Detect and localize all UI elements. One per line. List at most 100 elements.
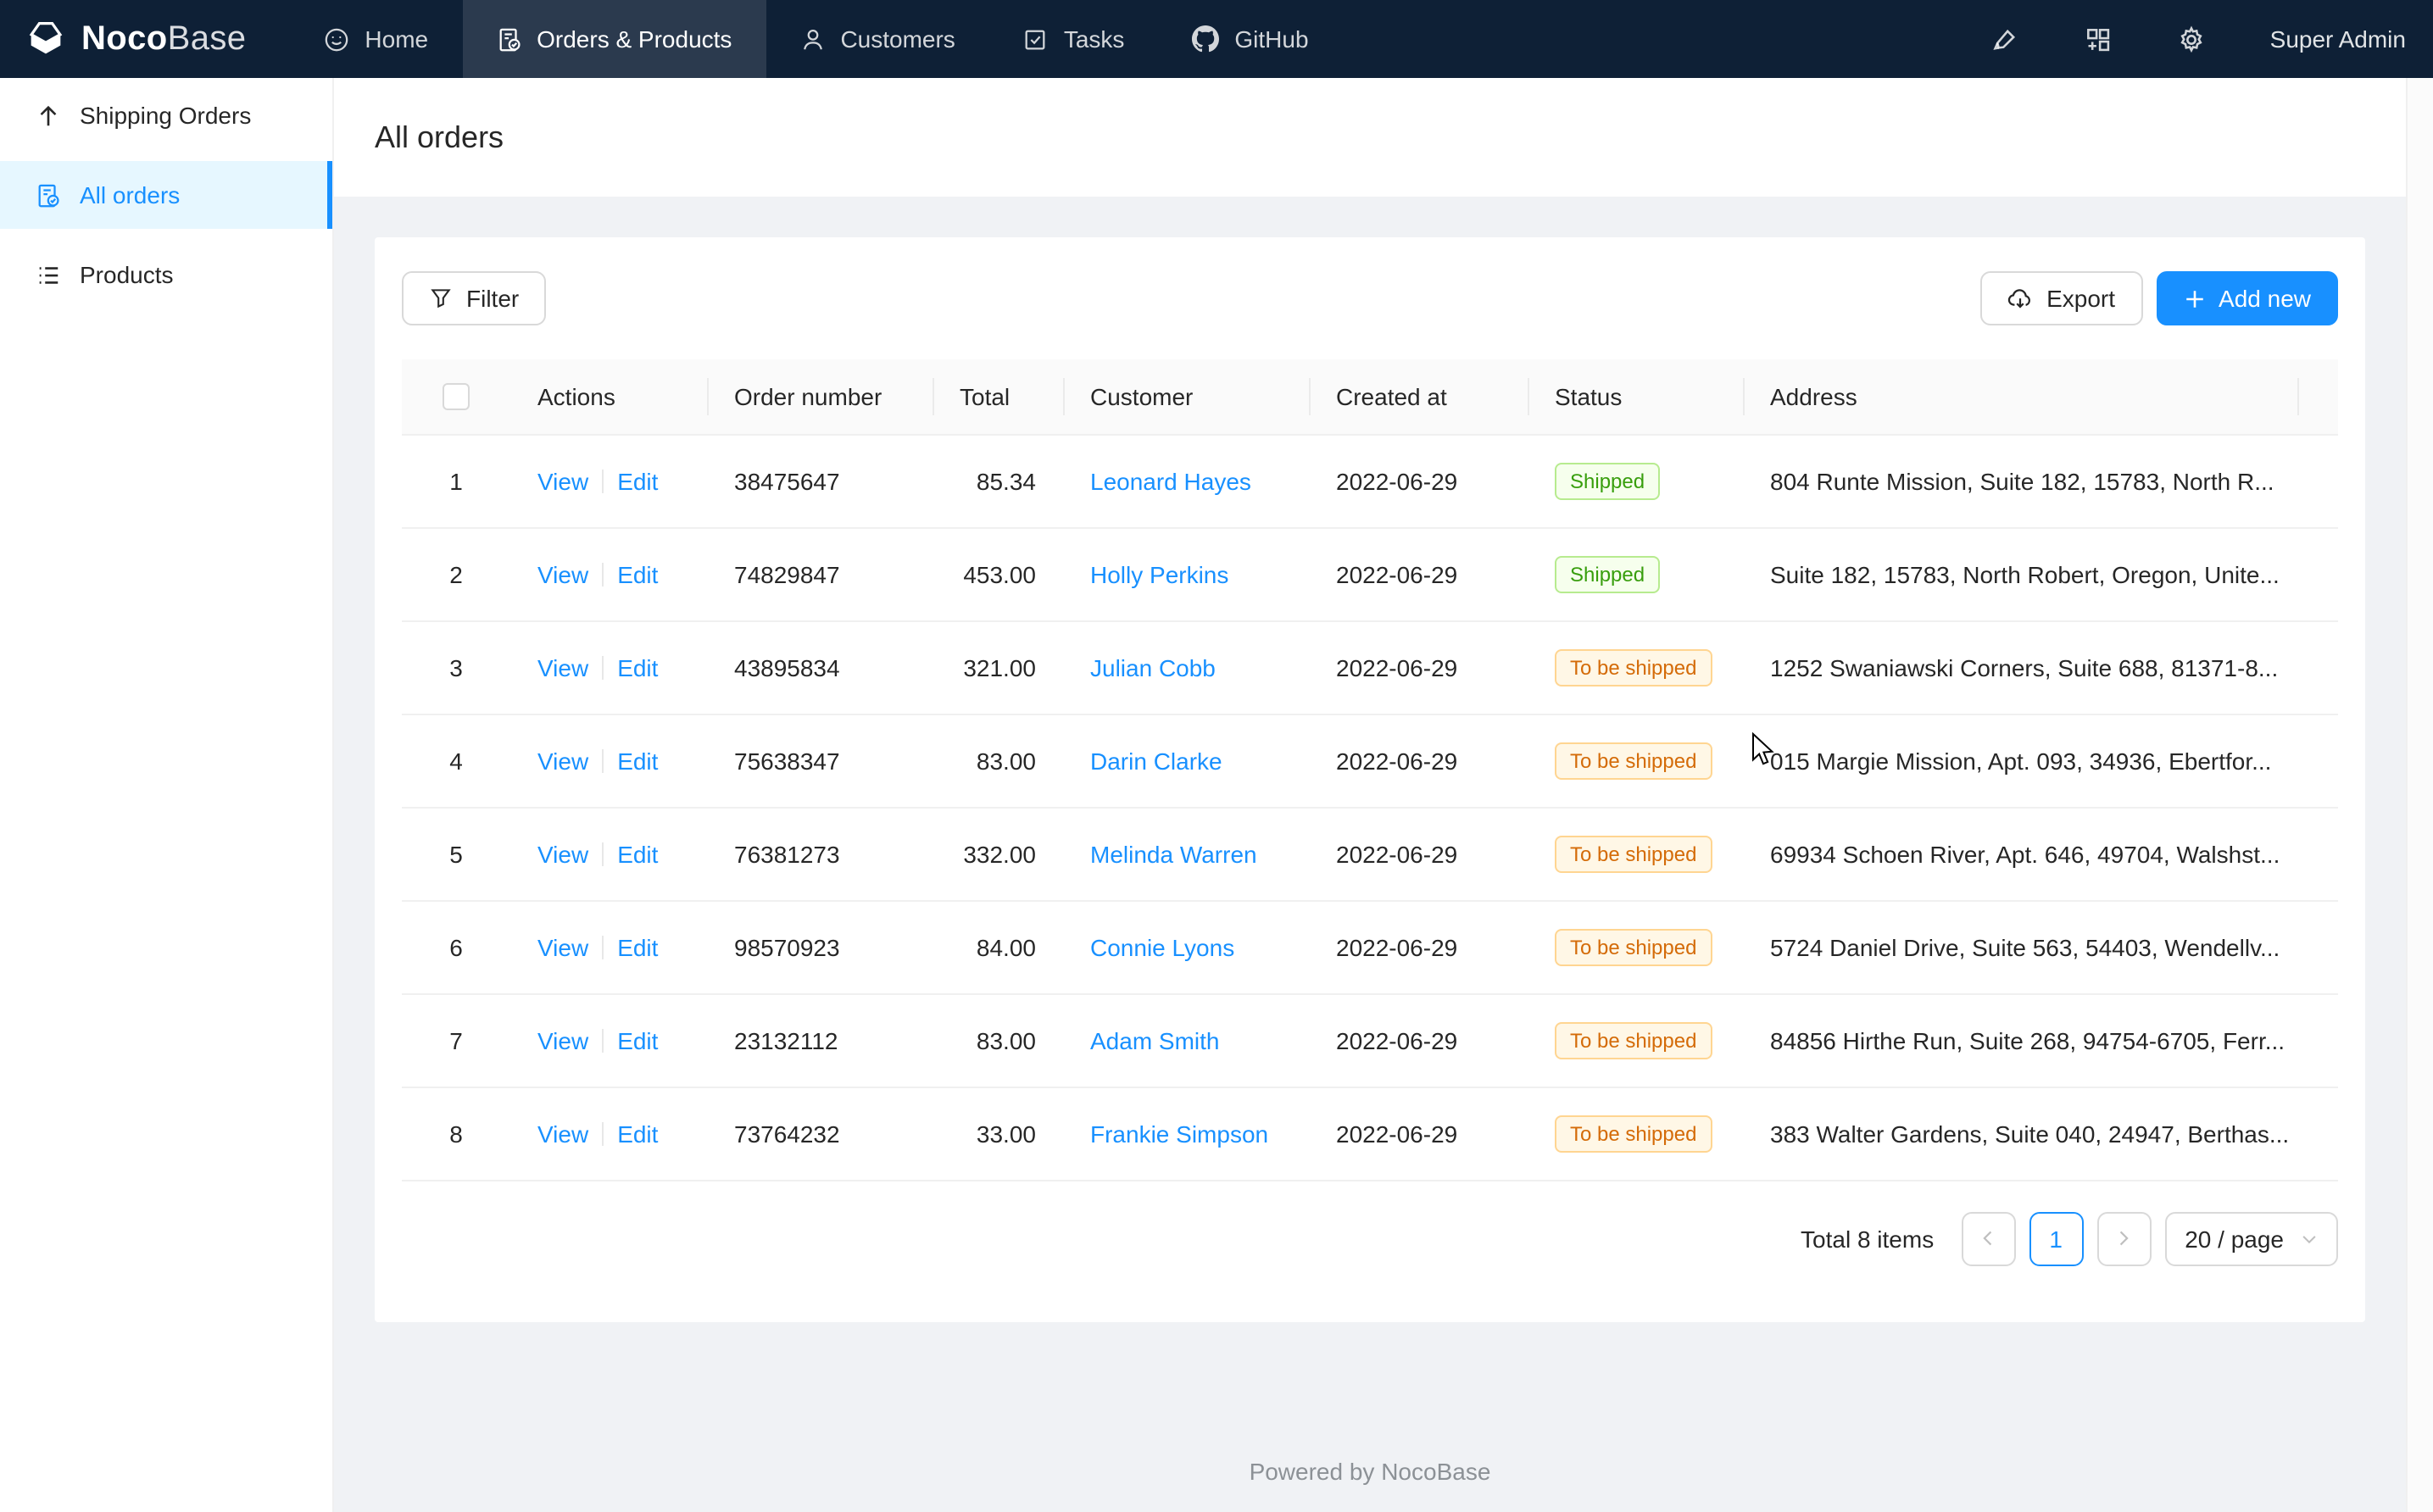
table-header-row: Actions Order number Total Customer Crea… [402,359,2338,435]
add-new-button[interactable]: Add new [2156,271,2338,325]
total-cell: 453.00 [933,527,1063,621]
customer-link[interactable]: Julian Cobb [1090,653,1216,681]
customer-link[interactable]: Leonard Hayes [1090,467,1251,494]
address-cell: 69934 Schoen River, Apt. 646, 49704, Wal… [1743,807,2297,901]
table-row: 6 View Edit 98570923 84.00 Connie Lyons … [402,900,2338,994]
column-header-total: Total [933,359,1063,435]
edit-link[interactable]: Edit [617,747,659,774]
created-at-cell: 2022-06-29 [1309,714,1528,808]
edit-link[interactable]: Edit [617,560,659,587]
plus-icon [2185,290,2202,307]
edit-link[interactable]: Edit [617,467,659,494]
main-menu: Home Orders & Products Customers Tasks [290,0,1342,78]
action-divider [602,1121,604,1145]
empty-cell [2297,1087,2338,1181]
action-divider [602,562,604,586]
table-row: 3 View Edit 43895834 321.00 Julian Cobb … [402,620,2338,714]
nav-item-customers[interactable]: Customers [766,0,988,78]
page-size-select[interactable]: 20 / page [2164,1211,2338,1265]
user-menu[interactable]: Super Admin [2269,25,2406,53]
view-link[interactable]: View [537,467,589,494]
filter-button[interactable]: Filter [402,271,547,325]
row-index: 1 [402,434,510,528]
edit-link[interactable]: Edit [617,653,659,681]
address-cell: 5724 Daniel Drive, Suite 563, 54403, Wen… [1743,900,2297,994]
address-cell: 383 Walter Gardens, Suite 040, 24947, Be… [1743,1087,2297,1181]
arrow-up-icon [40,104,57,125]
customer-link[interactable]: Holly Perkins [1090,560,1229,587]
person-icon [803,29,822,49]
order-number-cell: 73764232 [707,1087,933,1181]
status-cell: To be shipped [1528,714,1743,808]
row-index: 4 [402,714,510,808]
orders-table: Actions Order number Total Customer Crea… [402,359,2338,1181]
sidebar-item-all-orders[interactable]: All orders [0,161,332,229]
table-toolbar: Filter Export Add new [402,271,2338,325]
action-divider [602,655,604,679]
view-link[interactable]: View [537,653,589,681]
nocobase-logo[interactable]: NocoBase [0,0,290,78]
customer-link[interactable]: Frankie Simpson [1090,1120,1269,1147]
view-link[interactable]: View [537,840,589,867]
plugin-manager-button[interactable] [2084,25,2113,53]
customer-link[interactable]: Melinda Warren [1090,840,1257,867]
sidebar-item-label: All orders [80,181,181,208]
customer-link[interactable]: Darin Clarke [1090,747,1222,774]
edit-link[interactable]: Edit [617,1026,659,1053]
powered-by-footer: Powered by NocoBase [1249,1458,1491,1485]
view-link[interactable]: View [537,933,589,960]
total-cell: 33.00 [933,1087,1063,1181]
address-cell: 84856 Hirthe Run, Suite 268, 94754-6705,… [1743,993,2297,1087]
status-cell: To be shipped [1528,993,1743,1087]
pagination-prev-button[interactable] [1961,1211,2016,1265]
edit-link[interactable]: Edit [617,1120,659,1147]
column-header-address: Address [1743,359,2297,435]
gear-icon [2180,25,2202,53]
sidebar-item-shipping-orders[interactable]: Shipping Orders [0,81,332,149]
table-row: 4 View Edit 75638347 83.00 Darin Clarke … [402,714,2338,808]
created-at-cell: 2022-06-29 [1309,527,1528,621]
scrollbar-track[interactable] [2406,78,2433,1512]
customer-cell: Julian Cobb [1063,620,1309,714]
nav-item-github[interactable]: GitHub [1158,0,1342,78]
view-link[interactable]: View [537,1026,589,1053]
view-link[interactable]: View [537,560,589,587]
customer-link[interactable]: Connie Lyons [1090,933,1235,960]
highlighter-icon [1993,28,2015,49]
table-row: 2 View Edit 74829847 453.00 Holly Perkin… [402,527,2338,621]
orders-card: Filter Export Add new [375,237,2365,1322]
nav-item-orders-products[interactable]: Orders & Products [462,0,766,78]
row-index: 3 [402,620,510,714]
sidebar-item-label: Products [80,261,174,288]
view-link[interactable]: View [537,1120,589,1147]
page-header: All orders [334,78,2406,197]
nav-right-actions: Super Admin [1990,0,2433,78]
empty-cell [2297,714,2338,808]
edit-link[interactable]: Edit [617,933,659,960]
status-badge: To be shipped [1555,928,1712,965]
pagination-next-button[interactable] [2096,1211,2152,1265]
list-icon [39,266,58,283]
settings-button[interactable] [2177,25,2206,53]
customer-link[interactable]: Adam Smith [1090,1026,1220,1053]
sidebar-item-products[interactable]: Products [0,241,332,309]
ui-editor-button[interactable] [1990,25,2019,53]
nav-item-home[interactable]: Home [290,0,462,78]
status-badge: To be shipped [1555,1021,1712,1059]
created-at-cell: 2022-06-29 [1309,620,1528,714]
row-index: 8 [402,1087,510,1181]
view-link[interactable]: View [537,747,589,774]
nav-item-tasks[interactable]: Tasks [989,0,1159,78]
created-at-cell: 2022-06-29 [1309,900,1528,994]
select-all-checkbox[interactable] [443,383,470,411]
order-number-cell: 43895834 [707,620,933,714]
nocobase-cube-icon [29,21,63,54]
export-button[interactable]: Export [1980,271,2143,325]
actions-cell: View Edit [510,993,707,1087]
edit-link[interactable]: Edit [617,840,659,867]
column-header-status: Status [1528,359,1743,435]
actions-cell: View Edit [510,1087,707,1181]
empty-cell [2297,807,2338,901]
pagination-page-1[interactable]: 1 [2029,1211,2084,1265]
